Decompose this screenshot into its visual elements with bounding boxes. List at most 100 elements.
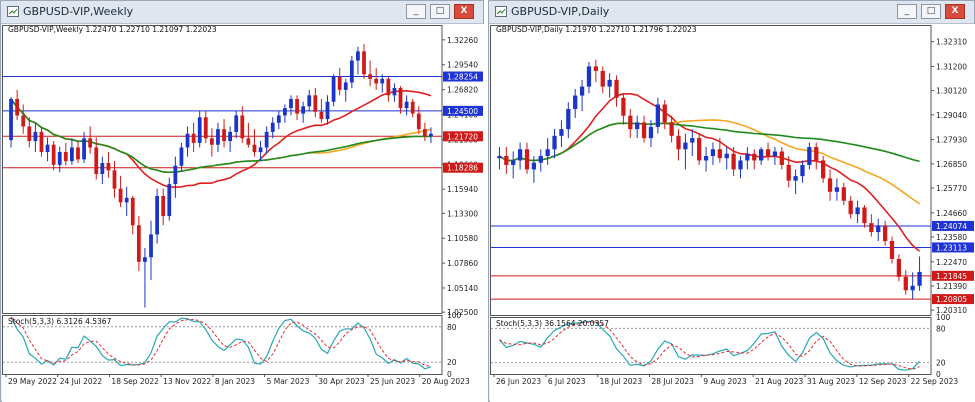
moving-average-line [10, 98, 432, 174]
x-tick-label: 24 Jul 2022 [60, 377, 103, 386]
stoch-tick-label: 80 [936, 324, 946, 333]
candle-body [45, 144, 50, 153]
candle-body [234, 115, 239, 132]
candle-body [422, 129, 427, 137]
candle-body [173, 165, 178, 185]
candle-body [786, 164, 791, 181]
x-tick-label: 30 Apr 2023 [318, 377, 365, 386]
stoch-tick-label: 0 [447, 370, 452, 379]
candle-body [793, 176, 798, 181]
candle-body [669, 122, 674, 136]
candle-body [149, 234, 153, 258]
y-tick-label: 1.21390 [936, 282, 967, 291]
y-tick-label: 1.29540 [447, 61, 478, 70]
x-tick-label: 29 May 2022 [8, 377, 57, 386]
candle-body [641, 122, 647, 139]
daily-chart-area[interactable]: 1.32310 1.31200 1.30120 1.29040 1.27930 1.268… [490, 24, 975, 402]
daily-titlebar[interactable]: GBPUSD-VIP,Daily _ □ X [489, 1, 974, 24]
y-tick-label: 1.20310 [936, 306, 967, 315]
candle-body [552, 135, 557, 150]
chart-window-icon [495, 6, 507, 17]
candle-body [690, 138, 695, 143]
candle-body [517, 149, 523, 161]
y-tick-label: 1.05140 [447, 284, 478, 293]
candle-body [607, 79, 612, 87]
candle-body [862, 207, 867, 224]
candle-body [203, 117, 208, 139]
close-button[interactable]: X [945, 4, 965, 19]
x-tick-label: 28 Jul 2023 [652, 377, 695, 386]
weekly-chart-window[interactable]: GBPUSD-VIP,Weekly _ □ X 1.32260 1.29540 1.… [0, 0, 484, 402]
stoch-label: Stoch(5,3,3) 36.1564 20.0357 [496, 319, 609, 328]
candle-body [821, 160, 826, 179]
x-tick-label: 20 Aug 2023 [422, 377, 470, 386]
candle-body [738, 160, 743, 170]
y-tick-label: 1.29040 [936, 111, 967, 120]
candle-body [524, 149, 530, 170]
close-button[interactable]: X [454, 4, 474, 19]
candle-body [614, 79, 619, 98]
candle-body [33, 131, 38, 142]
stoch-label: Stoch(5,3,3) 6.3126 4.5367 [8, 317, 112, 326]
candle-body [343, 82, 348, 90]
moving-average-line [10, 89, 432, 188]
candle-body [136, 225, 141, 262]
candle-body [15, 98, 20, 116]
candle-body [362, 51, 366, 75]
candle-body [307, 95, 312, 107]
x-tick-label: 13 Nov 2022 [163, 377, 211, 386]
candle-body [896, 258, 902, 277]
stoch-tick-label: 20 [447, 358, 457, 367]
candle-body [416, 113, 421, 130]
candle-body [404, 101, 409, 109]
candle-body [106, 163, 111, 171]
candles-group [9, 44, 433, 308]
price-level-label: 1.20805 [936, 295, 967, 304]
candle-body [130, 197, 135, 226]
candle-body [240, 115, 245, 139]
y-tick-label: 1.26850 [936, 160, 967, 169]
stoch-tick-label: 0 [936, 370, 941, 379]
y-tick-label: 1.30120 [936, 87, 967, 96]
candle-body [161, 195, 166, 217]
candle-body [511, 160, 516, 165]
x-tick-label: 12 Sep 2023 [859, 377, 907, 386]
price-level-label: 1.23113 [936, 243, 967, 252]
candle-body [759, 149, 764, 161]
candle-body [374, 78, 379, 84]
candle-body [635, 122, 640, 130]
minimize-button[interactable]: _ [406, 4, 426, 19]
weekly-titlebar[interactable]: GBPUSD-VIP,Weekly _ □ X [1, 1, 483, 24]
candle-body [9, 98, 13, 141]
minimize-button[interactable]: _ [897, 4, 917, 19]
candle-body [566, 108, 571, 130]
candle-body [118, 188, 123, 203]
price-level-tag [932, 270, 974, 281]
weekly-chart-area[interactable]: 1.322601.295401.268201.241001.213801.186… [2, 24, 484, 402]
candle-body [710, 149, 716, 156]
candle-body [593, 66, 598, 71]
candle-body [70, 147, 74, 162]
price-level-tag [443, 105, 483, 116]
restore-button[interactable]: □ [430, 4, 450, 19]
candle-body [621, 97, 626, 116]
candle-body [270, 122, 275, 132]
price-level-label: 1.28254 [447, 73, 478, 82]
candle-body [848, 200, 853, 215]
stoch-tick-label: 100 [447, 311, 462, 320]
chart-window-icon [7, 6, 19, 17]
candle-body [368, 74, 372, 79]
candle-body [662, 104, 667, 123]
candle-body [39, 131, 44, 153]
stoch-tick-label: 80 [447, 323, 457, 332]
daily-chart-window[interactable]: GBPUSD-VIP,Daily _ □ X 1.32310 1.31200 1.3… [488, 0, 975, 402]
y-tick-label: 1.24660 [936, 209, 967, 218]
candle-body [600, 70, 605, 87]
candle-body [903, 276, 908, 291]
candle-body [800, 164, 805, 177]
candle-body [289, 98, 293, 109]
y-tick-label: 1.07860 [447, 259, 478, 268]
candle-body [573, 95, 578, 109]
restore-button[interactable]: □ [921, 4, 941, 19]
y-axis: 1.32310 1.31200 1.30120 1.29040 1.27930 1.268… [931, 38, 967, 315]
